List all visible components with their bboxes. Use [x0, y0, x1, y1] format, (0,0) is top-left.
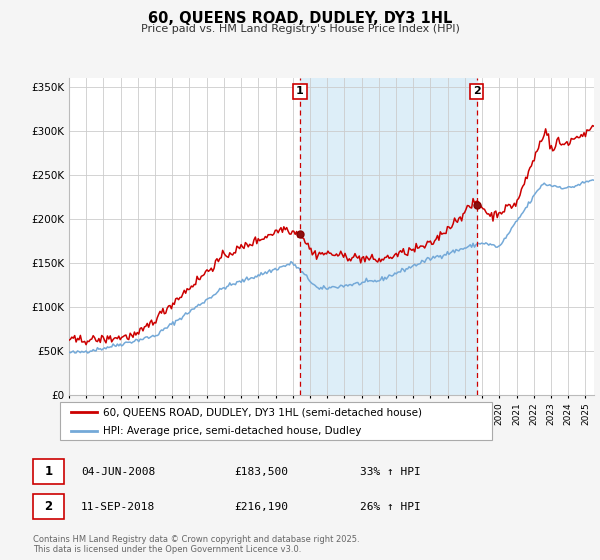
- Text: £216,190: £216,190: [234, 502, 288, 512]
- Text: 33% ↑ HPI: 33% ↑ HPI: [360, 466, 421, 477]
- Text: 1: 1: [296, 86, 304, 96]
- Text: 1: 1: [44, 465, 53, 478]
- Text: 11-SEP-2018: 11-SEP-2018: [81, 502, 155, 512]
- Text: 2: 2: [473, 86, 481, 96]
- Bar: [300, 78, 477, 395]
- Text: 60, QUEENS ROAD, DUDLEY, DY3 1HL (semi-detached house): 60, QUEENS ROAD, DUDLEY, DY3 1HL (semi-d…: [103, 407, 422, 417]
- Text: 04-JUN-2008: 04-JUN-2008: [81, 466, 155, 477]
- FancyBboxPatch shape: [33, 494, 64, 519]
- Text: Contains HM Land Registry data © Crown copyright and database right 2025.
This d: Contains HM Land Registry data © Crown c…: [33, 535, 359, 554]
- FancyBboxPatch shape: [60, 402, 492, 440]
- Text: £183,500: £183,500: [234, 466, 288, 477]
- FancyBboxPatch shape: [33, 459, 64, 484]
- Text: 2: 2: [44, 500, 53, 514]
- Text: 60, QUEENS ROAD, DUDLEY, DY3 1HL: 60, QUEENS ROAD, DUDLEY, DY3 1HL: [148, 11, 452, 26]
- Text: Price paid vs. HM Land Registry's House Price Index (HPI): Price paid vs. HM Land Registry's House …: [140, 24, 460, 34]
- Text: 26% ↑ HPI: 26% ↑ HPI: [360, 502, 421, 512]
- Text: HPI: Average price, semi-detached house, Dudley: HPI: Average price, semi-detached house,…: [103, 426, 362, 436]
